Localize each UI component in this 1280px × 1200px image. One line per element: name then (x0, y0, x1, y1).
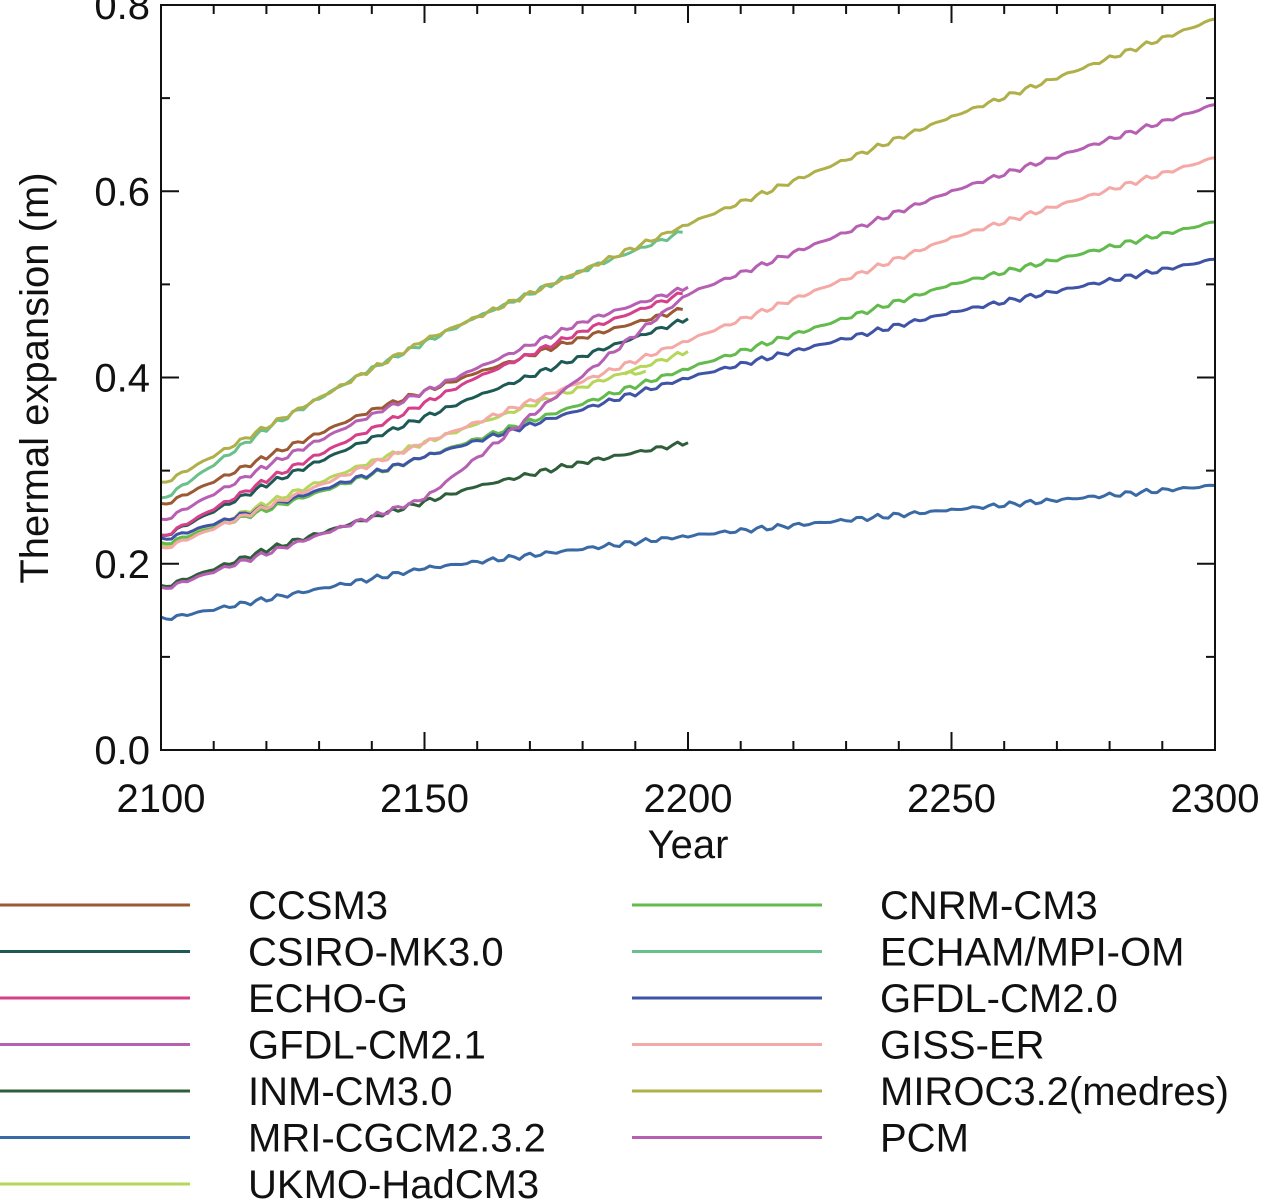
x-tick-label: 2300 (1171, 777, 1260, 821)
x-tick-label: 2200 (644, 777, 733, 821)
series-line-pcm (160, 103, 1216, 590)
legend-label-mri-cgcm2-3-2: MRI-CGCM2.3.2 (248, 1117, 546, 1161)
legend-label-ukmo-hadcm3: UKMO-HadCM3 (248, 1163, 539, 1200)
x-axis-title: Year (648, 823, 729, 867)
x-tick-label: 2250 (907, 777, 996, 821)
series-line-cnrm-cm3 (160, 220, 1216, 546)
legend-label-gfdl-cm2-1: GFDL-CM2.1 (248, 1024, 486, 1068)
legend-label-giss-er: GISS-ER (880, 1024, 1044, 1068)
series-line-miroc3-2-medres (161, 17, 1216, 484)
x-tick-label: 2150 (380, 777, 469, 821)
series-line-gfdl-cm2-1 (160, 285, 689, 521)
y-axis-title: Thermal expansion (m) (13, 172, 57, 583)
axis-tick-labels: 2100 2150 2200 2250 2300 0.0 0.2 0.4 0.6 0.8 (94, 0, 1259, 821)
axis-ticks (160, 4, 1216, 751)
legend: CCSM3CSIRO-MK3.0ECHO-GGFDL-CM2.1INM-CM3.… (0, 884, 1229, 1200)
legend-label-cnrm-cm3: CNRM-CM3 (880, 884, 1098, 928)
y-tick-label: 0.6 (94, 170, 150, 214)
series-fragment-0 (624, 369, 647, 376)
y-tick-label: 0.0 (94, 729, 150, 773)
series-line-inm-cm3-0 (160, 440, 689, 588)
series-lines (160, 17, 1216, 621)
legend-label-gfdl-cm2-0: GFDL-CM2.0 (880, 977, 1118, 1021)
legend-label-echam-mpi-om: ECHAM/MPI-OM (880, 931, 1184, 975)
y-tick-label: 0.2 (94, 543, 150, 587)
series-line-giss-er (160, 156, 1216, 550)
series-line-mri-cgcm2-3-2 (160, 483, 1216, 621)
y-tick-label: 0.4 (94, 357, 150, 401)
y-tick-label: 0.8 (94, 0, 150, 28)
series-line-csiro-mk3-0 (160, 317, 689, 537)
legend-label-inm-cm3-0: INM-CM3.0 (248, 1070, 452, 1114)
series-line-echo-g (161, 291, 683, 537)
legend-label-echo-g: ECHO-G (248, 977, 408, 1021)
legend-label-csiro-mk3-0: CSIRO-MK3.0 (248, 931, 504, 975)
legend-label-ccsm3: CCSM3 (248, 884, 388, 928)
series-line-gfdl-cm2-0 (160, 257, 1216, 541)
legend-label-miroc3-2-medres: MIROC3.2(medres) (880, 1070, 1229, 1114)
legend-label-pcm: PCM (880, 1117, 969, 1161)
x-tick-label: 2100 (117, 777, 206, 821)
